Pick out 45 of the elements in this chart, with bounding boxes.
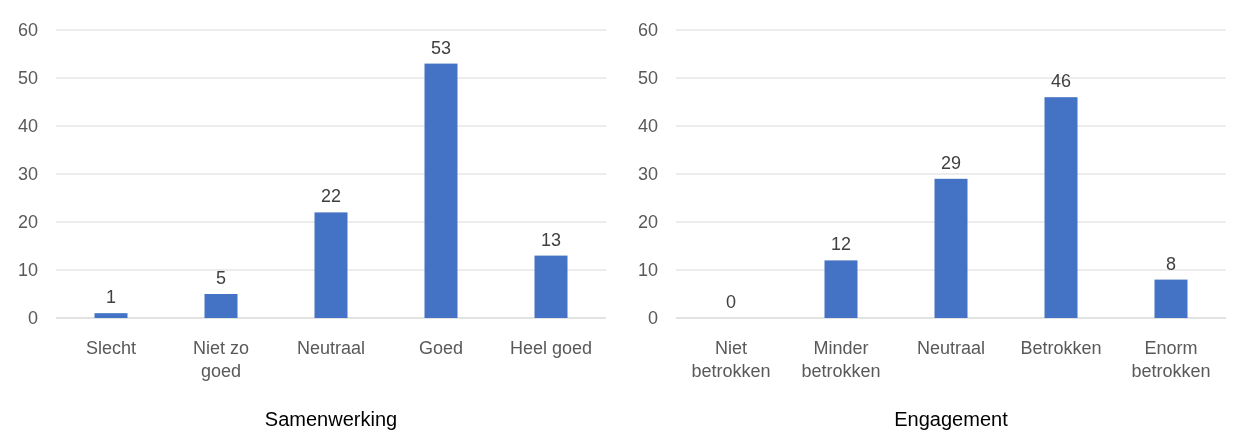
data-label: 8 — [1165, 253, 1177, 274]
x-tick-label: Slecht — [85, 338, 137, 358]
y-tick-label: 50 — [17, 68, 38, 89]
y-tick-label: 20 — [637, 212, 658, 233]
y-tick-label: 0 — [647, 308, 658, 329]
data-label: 1 — [105, 287, 117, 308]
x-tick-label: Minder betrokken — [801, 338, 881, 381]
y-tick-label: 50 — [637, 68, 658, 89]
bar — [1154, 279, 1188, 318]
x-tick-label: Niet zo goed — [192, 338, 250, 381]
bar — [424, 63, 458, 318]
y-tick-label: 30 — [637, 164, 658, 185]
y-tick-label: 10 — [637, 260, 658, 281]
data-label: 13 — [540, 229, 562, 250]
y-tick-label: 10 — [17, 260, 38, 281]
x-tick-label: Neutraal — [296, 338, 366, 358]
data-label: 46 — [1050, 71, 1072, 92]
x-tick-label: Niet betrokken — [691, 338, 771, 381]
y-tick-label: 60 — [637, 20, 658, 41]
bar — [204, 294, 238, 318]
data-label: 0 — [725, 292, 737, 312]
y-tick-label: 20 — [17, 212, 38, 233]
y-tick-label: 40 — [637, 116, 658, 137]
x-axis-title: Engagement — [894, 408, 1009, 430]
x-tick-label: Enorm betrokken — [1131, 338, 1211, 381]
data-label: 5 — [215, 268, 227, 288]
data-label: 29 — [940, 152, 962, 173]
y-tick-label: 60 — [17, 20, 38, 41]
x-tick-label: Heel goed — [509, 338, 593, 358]
data-label: 53 — [430, 37, 452, 58]
bar — [534, 255, 568, 318]
bar — [314, 212, 348, 318]
bar — [934, 178, 968, 318]
bar — [94, 313, 128, 318]
x-tick-label: Neutraal — [916, 338, 986, 358]
x-axis-title: Samenwerking — [264, 408, 398, 430]
y-tick-label: 0 — [27, 308, 38, 329]
bar — [824, 260, 858, 318]
bar — [1044, 97, 1078, 318]
data-label: 12 — [830, 234, 852, 255]
x-tick-label: Goed — [418, 338, 464, 358]
x-tick-label: Betrokken — [1020, 338, 1102, 358]
y-tick-label: 40 — [17, 116, 38, 137]
data-label: 22 — [320, 186, 342, 207]
y-tick-label: 30 — [17, 164, 38, 185]
